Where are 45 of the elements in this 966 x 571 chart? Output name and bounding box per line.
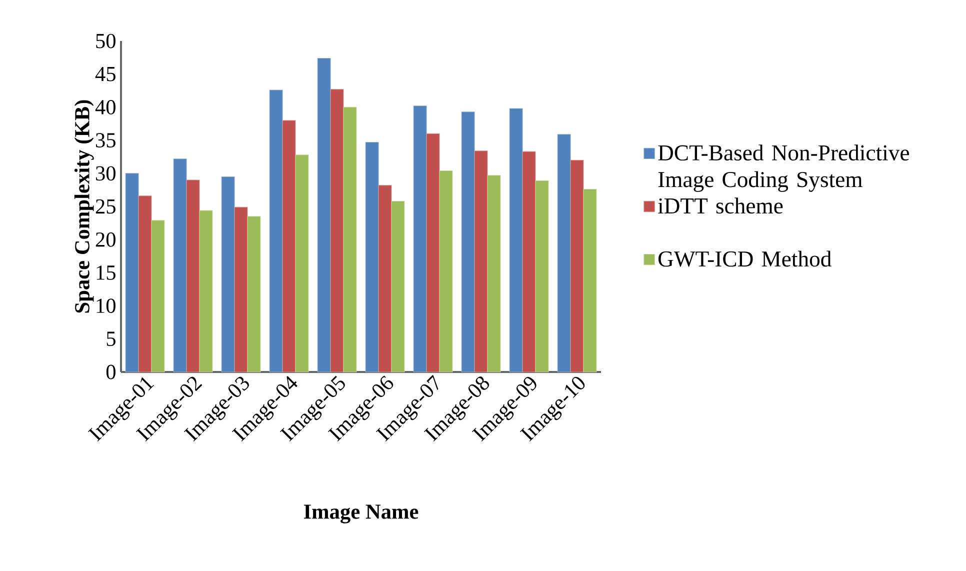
bar — [221, 176, 235, 372]
legend-label: iDTT scheme — [658, 198, 783, 214]
legend-label: GWT-ICD Method — [658, 250, 832, 267]
bar — [413, 106, 427, 372]
bar — [330, 89, 344, 372]
y-tick-label: 30 — [96, 166, 116, 181]
y-tick-label: 10 — [96, 298, 116, 313]
bar — [269, 90, 283, 372]
bar — [186, 180, 200, 372]
bar — [199, 210, 213, 372]
bar — [151, 220, 165, 372]
bar — [138, 196, 152, 372]
x-axis-title: Image Name — [304, 504, 418, 524]
y-axis-title: Space Complexity (KB) — [74, 100, 94, 313]
bar — [474, 150, 488, 372]
bar — [426, 133, 440, 372]
y-tick-label: 15 — [96, 266, 116, 280]
bar — [378, 185, 392, 372]
bar — [295, 154, 309, 372]
bar — [247, 216, 261, 372]
bar — [125, 173, 139, 372]
y-tick-label: 20 — [96, 232, 116, 247]
y-tick-label: 5 — [106, 332, 116, 346]
bar — [234, 206, 248, 372]
bar — [570, 160, 584, 372]
bar — [535, 180, 549, 372]
bar — [509, 108, 523, 372]
bar — [557, 134, 571, 372]
bar — [461, 112, 475, 372]
bar — [439, 170, 453, 372]
bar — [583, 189, 597, 372]
y-tick-label: 35 — [96, 133, 116, 148]
bar — [487, 175, 501, 372]
y-tick-label: 50 — [96, 34, 116, 48]
y-tick-label: 45 — [95, 66, 116, 82]
y-tick-label: 40 — [95, 100, 116, 114]
bar — [391, 200, 405, 372]
y-tick-label: 25 — [96, 199, 116, 214]
bar — [173, 158, 187, 372]
bar — [282, 120, 296, 372]
y-tick-label: 0 — [106, 364, 116, 380]
bar — [365, 142, 379, 372]
bar — [317, 58, 331, 372]
bar — [343, 106, 357, 372]
bar — [522, 151, 536, 372]
